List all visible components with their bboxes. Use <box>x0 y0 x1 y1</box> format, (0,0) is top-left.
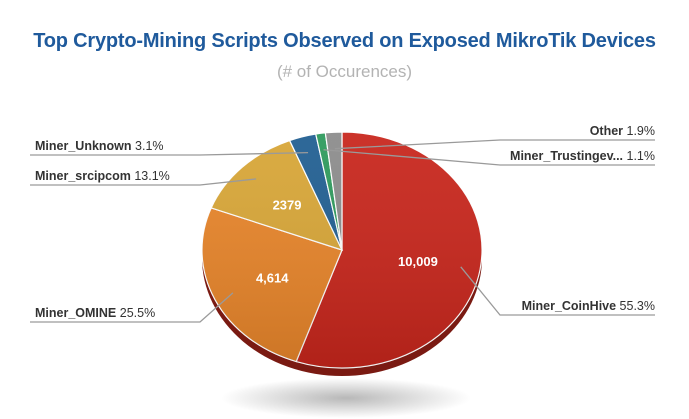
leader-line-miner-unknown <box>30 151 309 156</box>
slice-label-miner-omine: Miner_OMINE 25.5% <box>35 306 155 320</box>
leader-line-miner-trustingev <box>323 149 655 166</box>
chart-subtitle: (# of Occurences) <box>276 62 413 81</box>
slice-label-miner-trustingev: Miner_Trustingev... 1.1% <box>510 149 655 163</box>
value-label-miner-coinhive: 10,009 <box>398 254 438 269</box>
leader-line-miner-coinhive <box>460 266 655 316</box>
slice-label-miner-coinhive: Miner_CoinHive 55.3% <box>522 299 655 313</box>
leader-line-miner-omine <box>30 292 234 323</box>
pie-shadow <box>221 378 471 418</box>
leader-line-other <box>334 139 655 150</box>
value-label-miner-srcipcom: 2379 <box>273 198 302 213</box>
chart-title: Top Crypto-Mining Scripts Observed on Ex… <box>33 30 656 52</box>
leader-line-miner-srcipcom <box>30 178 257 186</box>
value-label-miner-omine: 4,614 <box>256 270 289 285</box>
slice-label-miner-unknown: Miner_Unknown 3.1% <box>35 139 164 153</box>
slice-label-miner-srcipcom: Miner_srcipcom 13.1% <box>35 169 170 183</box>
slice-label-other: Other 1.9% <box>590 124 655 138</box>
